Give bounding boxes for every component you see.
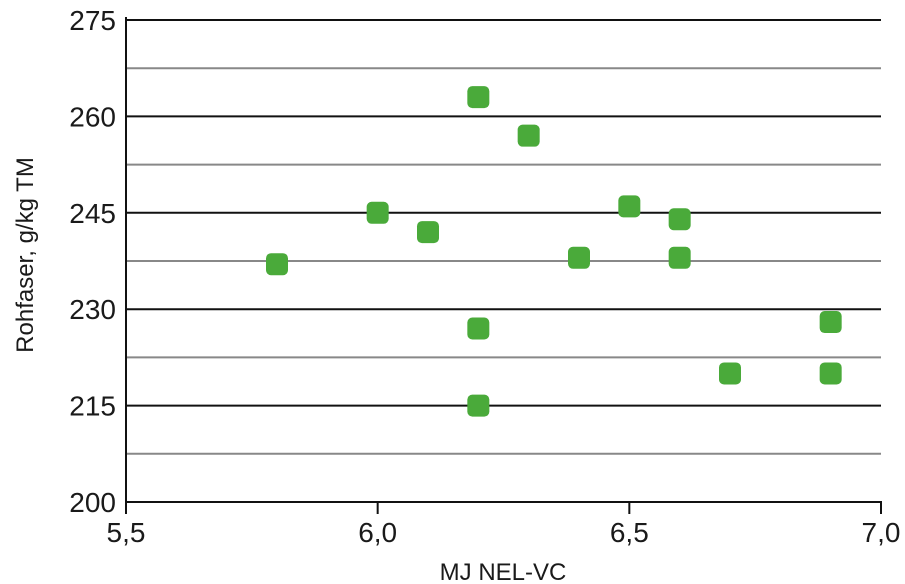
data-points xyxy=(266,86,842,417)
data-point xyxy=(819,362,842,385)
x-tick-label: 6,5 xyxy=(610,517,649,548)
grid-lines xyxy=(126,19,881,455)
data-point xyxy=(366,201,389,224)
data-point xyxy=(266,253,288,276)
data-point xyxy=(618,195,641,218)
y-tick-label: 275 xyxy=(69,5,116,36)
x-tick-label: 5,5 xyxy=(107,517,146,548)
data-point xyxy=(467,86,490,109)
y-tick-label: 245 xyxy=(69,198,116,229)
y-tick-labels: 200 215 230 245 260 275 xyxy=(69,5,116,518)
y-tick-label: 260 xyxy=(69,101,116,132)
data-point xyxy=(819,311,842,334)
y-tick-label: 215 xyxy=(69,391,116,422)
x-tick-label: 6,0 xyxy=(358,517,397,548)
x-tick-labels: 5,5 6,0 6,5 7,0 xyxy=(107,517,901,548)
data-point xyxy=(719,362,741,385)
data-point xyxy=(568,246,590,269)
y-axis-label: Rohfaser, g/kg TM xyxy=(12,157,39,353)
data-point xyxy=(668,246,691,269)
data-point xyxy=(668,208,691,231)
data-point xyxy=(517,124,540,147)
x-axis-label: MJ NEL-VC xyxy=(440,559,567,584)
data-point xyxy=(467,317,490,340)
data-point xyxy=(467,394,490,417)
axes xyxy=(125,17,882,514)
y-tick-label: 200 xyxy=(69,487,116,518)
data-point xyxy=(417,221,439,244)
x-tick-label: 7,0 xyxy=(862,517,901,548)
y-tick-label: 230 xyxy=(69,294,116,325)
